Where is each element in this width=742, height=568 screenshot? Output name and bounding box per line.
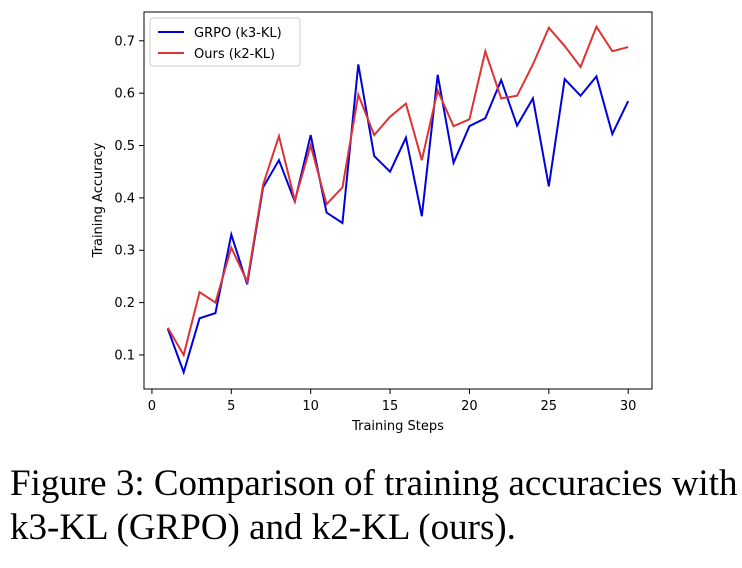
- y-axis-ticks: 0.1 0.2 0.3 0.4 0.5 0.6 0.7: [114, 34, 144, 363]
- y-tick-label: 0.2: [114, 296, 135, 311]
- y-axis-label: Training Accuracy: [91, 142, 106, 258]
- figure-caption: Figure 3: Comparison of training accurac…: [10, 462, 738, 550]
- x-tick-label: 0: [148, 399, 156, 414]
- y-tick-label: 0.5: [114, 139, 135, 154]
- y-tick-label: 0.1: [114, 348, 135, 363]
- legend-label-grpo: GRPO (k3-KL): [194, 26, 282, 41]
- plot-frame: [143, 11, 653, 390]
- x-tick-label: 5: [227, 399, 235, 414]
- x-tick-label: 15: [382, 399, 399, 414]
- training-accuracy-chart: 0 5 10 15 20 25 30 0.1 0.2 0.3 0.4 0.5 0.6 0.7 Train…: [91, 11, 653, 434]
- legend-label-ours: Ours (k2-KL): [194, 47, 275, 62]
- legend: GRPO (k3-KL) Ours (k2-KL): [149, 17, 301, 67]
- x-axis-label: Training Steps: [351, 419, 444, 434]
- y-tick-label: 0.6: [114, 87, 135, 102]
- x-tick-label: 20: [461, 399, 478, 414]
- x-tick-label: 25: [541, 399, 558, 414]
- x-axis-ticks: 0 5 10 15 20 25 30: [148, 389, 637, 414]
- legend-box: [149, 17, 301, 67]
- y-tick-label: 0.7: [114, 34, 135, 49]
- x-tick-label: 30: [620, 399, 637, 414]
- series-lines: [166, 24, 630, 376]
- series-line-ours: [166, 24, 629, 358]
- y-tick-label: 0.4: [114, 191, 135, 206]
- caption-line-2: k3-KL (GRPO) and k2-KL (ours).: [10, 507, 516, 548]
- y-tick-label: 0.3: [114, 244, 135, 259]
- x-tick-label: 10: [302, 399, 319, 414]
- caption-line-1: Figure 3: Comparison of training accurac…: [10, 463, 738, 504]
